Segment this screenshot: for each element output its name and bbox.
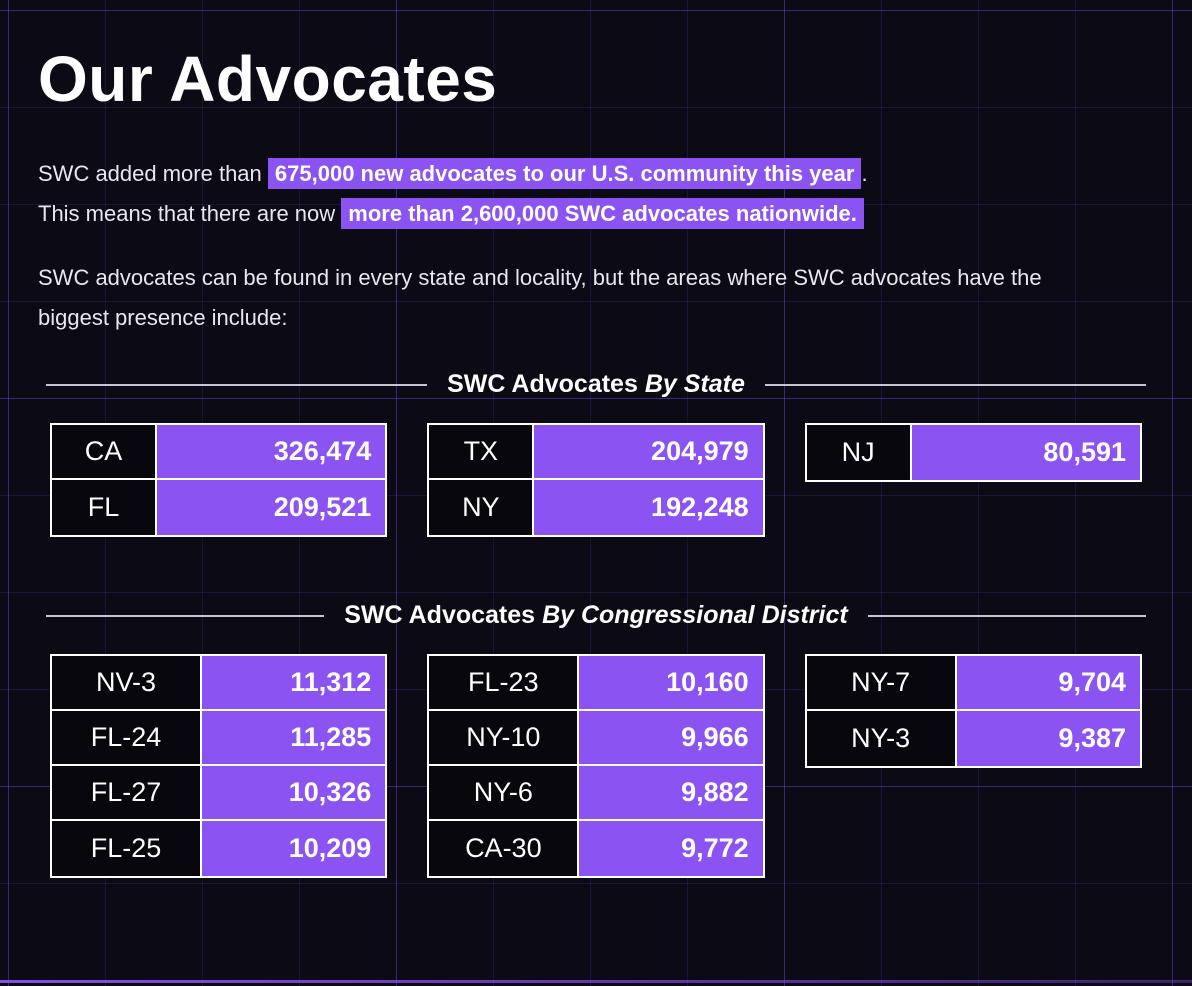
section-title-emphasis: By Congressional District — [542, 601, 848, 629]
advocate-count: 204,979 — [534, 425, 763, 478]
table-row: NY-10 9,966 — [429, 711, 763, 766]
region-label: NY — [429, 480, 535, 535]
advocate-count: 10,160 — [579, 656, 763, 709]
state-table-2: TX 204,979 NY 192,248 — [427, 423, 765, 537]
advocate-count: 9,387 — [956, 711, 1140, 766]
table-row: NJ 80,591 — [806, 425, 1140, 480]
table-row: FL-24 11,285 — [52, 711, 386, 766]
state-tables-group: CA 326,474 FL 209,521 TX 204,979 NY 192,… — [50, 423, 1142, 537]
advocate-count: 9,704 — [956, 656, 1140, 709]
region-label: NJ — [806, 425, 912, 480]
region-label: FL — [52, 480, 157, 535]
section-title-emphasis: By State — [644, 370, 745, 398]
district-label: FL-25 — [52, 821, 202, 876]
region-label: TX — [429, 425, 535, 478]
district-tables-group: NV-3 11,312 FL-24 11,285 FL-27 10,326 FL… — [50, 654, 1142, 878]
state-table-3: NJ 80,591 — [804, 423, 1142, 482]
section-title-by-state: SWC Advocates By State — [447, 370, 745, 399]
section-title-text: SWC Advocates — [344, 601, 536, 629]
advocate-count: 10,209 — [202, 821, 386, 876]
advocate-count: 209,521 — [157, 480, 386, 535]
table-row: CA 326,474 — [52, 425, 386, 480]
bottom-accent-line — [0, 980, 1192, 983]
advocate-count: 9,882 — [579, 766, 763, 819]
report-page: Our Advocates SWC added more than 675,00… — [38, 43, 1154, 878]
table-row: FL 209,521 — [52, 480, 386, 535]
table-row: NV-3 11,312 — [52, 656, 386, 711]
header-rule-right — [867, 614, 1146, 617]
intro-paragraph-1: SWC added more than 675,000 new advocate… — [38, 154, 1154, 234]
intro-line1-period: . — [861, 161, 868, 186]
advocate-count: 9,966 — [579, 711, 763, 764]
advocate-count: 10,326 — [202, 766, 386, 819]
district-table-1: NV-3 11,312 FL-24 11,285 FL-27 10,326 FL… — [50, 654, 388, 878]
region-label: CA — [52, 425, 157, 478]
district-label: NY-10 — [429, 711, 580, 764]
district-label: NY-3 — [806, 711, 957, 766]
section-title-text: SWC Advocates — [447, 370, 638, 398]
state-table-1: CA 326,474 FL 209,521 — [50, 423, 388, 537]
header-rule-left — [46, 614, 325, 617]
header-rule-left — [46, 383, 428, 386]
table-row: NY 192,248 — [429, 480, 763, 535]
table-row: NY-7 9,704 — [806, 656, 1140, 711]
advocate-count: 192,248 — [534, 480, 763, 535]
advocate-count: 326,474 — [157, 425, 386, 478]
advocate-count: 80,591 — [911, 425, 1140, 480]
district-label: CA-30 — [429, 821, 580, 876]
district-table-3: NY-7 9,704 NY-3 9,387 — [804, 654, 1142, 768]
table-row: NY-6 9,882 — [429, 766, 763, 821]
highlight-total-advocates: more than 2,600,000 SWC advocates nation… — [341, 198, 864, 229]
table-row: FL-27 10,326 — [52, 766, 386, 821]
intro-line2-text: This means that there are now — [38, 201, 342, 226]
district-label: FL-27 — [52, 766, 202, 819]
section-title-by-district: SWC Advocates By Congressional District — [344, 601, 847, 630]
intro-paragraph-2: SWC advocates can be found in every stat… — [38, 265, 1042, 330]
advocate-count: 11,312 — [202, 656, 386, 709]
intro-line1-text: SWC added more than — [38, 161, 268, 186]
table-row: TX 204,979 — [429, 425, 763, 480]
table-row: NY-3 9,387 — [806, 711, 1140, 766]
advocate-count: 11,285 — [202, 711, 386, 764]
advocate-count: 9,772 — [579, 821, 763, 876]
district-label: FL-24 — [52, 711, 202, 764]
section-header-by-state: SWC Advocates By State — [46, 370, 1146, 399]
table-row: CA-30 9,772 — [429, 821, 763, 876]
table-row: FL-25 10,209 — [52, 821, 386, 876]
district-table-2: FL-23 10,160 NY-10 9,966 NY-6 9,882 CA-3… — [427, 654, 765, 878]
highlight-new-advocates: 675,000 new advocates to our U.S. commun… — [267, 158, 862, 189]
district-label: NY-6 — [429, 766, 580, 819]
page-title: Our Advocates — [38, 43, 498, 115]
section-header-by-district: SWC Advocates By Congressional District — [46, 601, 1146, 630]
district-label: FL-23 — [429, 656, 580, 709]
table-row: FL-23 10,160 — [429, 656, 763, 711]
district-label: NY-7 — [806, 656, 957, 709]
header-rule-right — [764, 383, 1146, 386]
district-label: NV-3 — [52, 656, 202, 709]
